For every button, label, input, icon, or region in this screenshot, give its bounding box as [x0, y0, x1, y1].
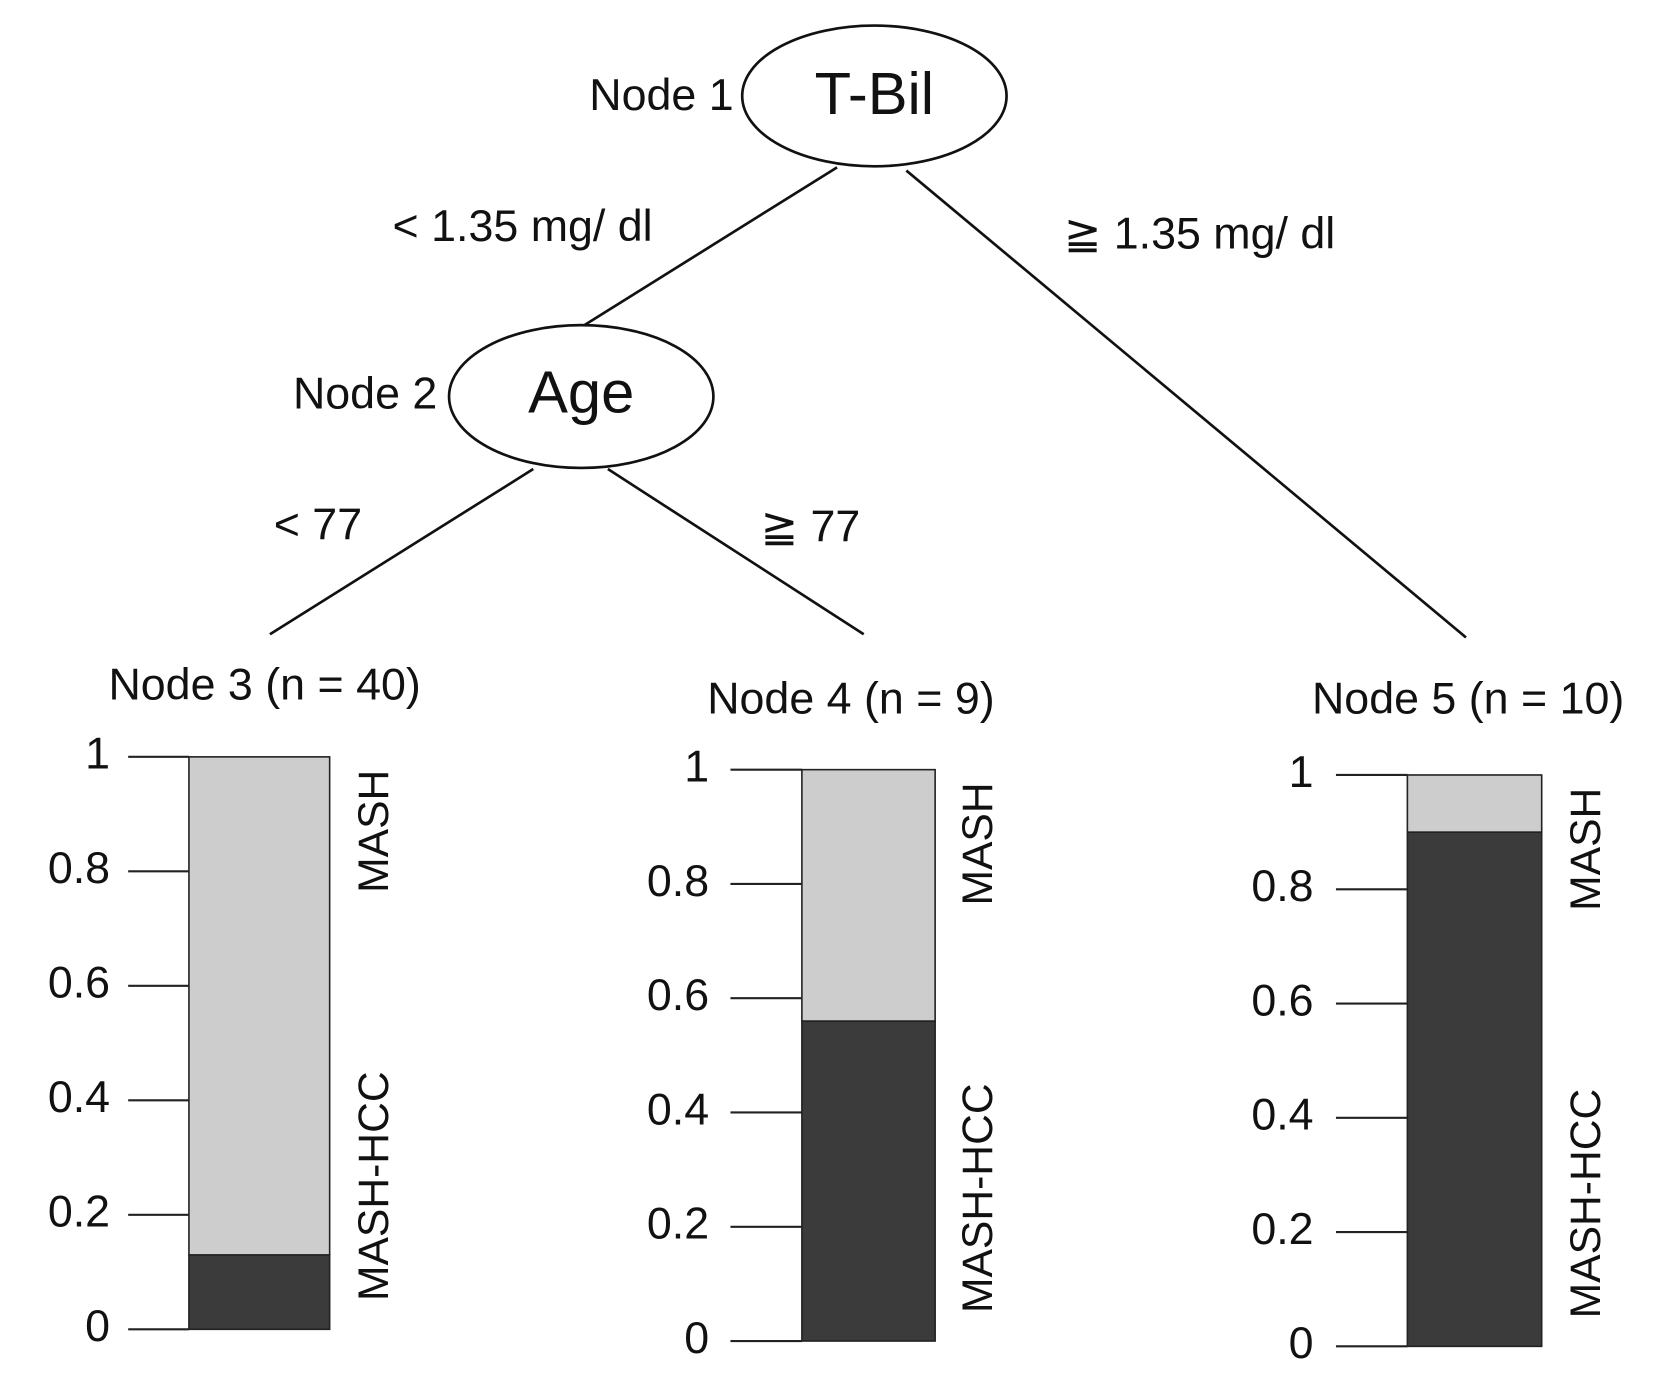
series-label: MASH [350, 770, 398, 893]
y-tick-label: 0 [85, 1301, 110, 1351]
series-label: MASH [954, 782, 1002, 905]
y-tick-label: 0 [1289, 1318, 1314, 1368]
bar-segment [188, 1254, 331, 1331]
y-tick-label: 1 [85, 729, 110, 779]
y-tick-label: 0.8 [48, 843, 110, 893]
series-label: MASH [1562, 788, 1610, 911]
y-tick-label: 0.2 [647, 1199, 709, 1249]
y-tick-label: 0.6 [1251, 975, 1313, 1025]
series-label: MASH-HCC [350, 1071, 398, 1301]
bar-segment [801, 768, 936, 1022]
bar-segment [188, 756, 331, 1256]
node-ellipse [447, 323, 715, 470]
y-tick-label: 0.2 [1251, 1204, 1313, 1254]
edge-label: ≧ 1.35 mg/ dl [1064, 208, 1335, 258]
edge-label: ≧ 77 [761, 502, 861, 552]
y-tick-label: 0.8 [1251, 861, 1313, 911]
edge-label: < 1.35 mg/ dl [393, 201, 653, 251]
node-label: T-Bil [815, 60, 934, 127]
bar-segment [1406, 774, 1543, 833]
y-tick-label: 0.4 [48, 1072, 110, 1122]
edge [269, 467, 534, 636]
edge [583, 166, 838, 327]
edge [905, 169, 1467, 639]
node-tag: Node 2 [293, 368, 437, 418]
chart-title: Node 4 (n = 9) [707, 673, 994, 723]
series-label: MASH-HCC [954, 1083, 1002, 1313]
bar-segment [1406, 831, 1543, 1348]
y-tick-label: 0.6 [647, 970, 709, 1020]
chart-title: Node 5 (n = 10) [1312, 673, 1624, 723]
y-tick-label: 1 [1289, 747, 1314, 797]
y-tick-label: 0 [684, 1313, 709, 1363]
y-tick-label: 0.2 [48, 1187, 110, 1237]
y-tick-label: 0.6 [48, 958, 110, 1008]
y-tick-label: 1 [684, 741, 709, 791]
edge [607, 467, 865, 636]
node-label: Age [528, 358, 634, 425]
y-tick-label: 0.8 [647, 856, 709, 906]
series-label: MASH-HCC [1562, 1089, 1610, 1319]
edge-label: < 77 [274, 499, 362, 549]
node-ellipse [740, 24, 1008, 168]
y-tick-label: 0.4 [647, 1084, 709, 1134]
y-tick-label: 0.4 [1251, 1090, 1313, 1140]
chart-title: Node 3 (n = 40) [108, 659, 420, 709]
bar-segment [801, 1020, 936, 1342]
node-tag: Node 1 [589, 70, 733, 120]
